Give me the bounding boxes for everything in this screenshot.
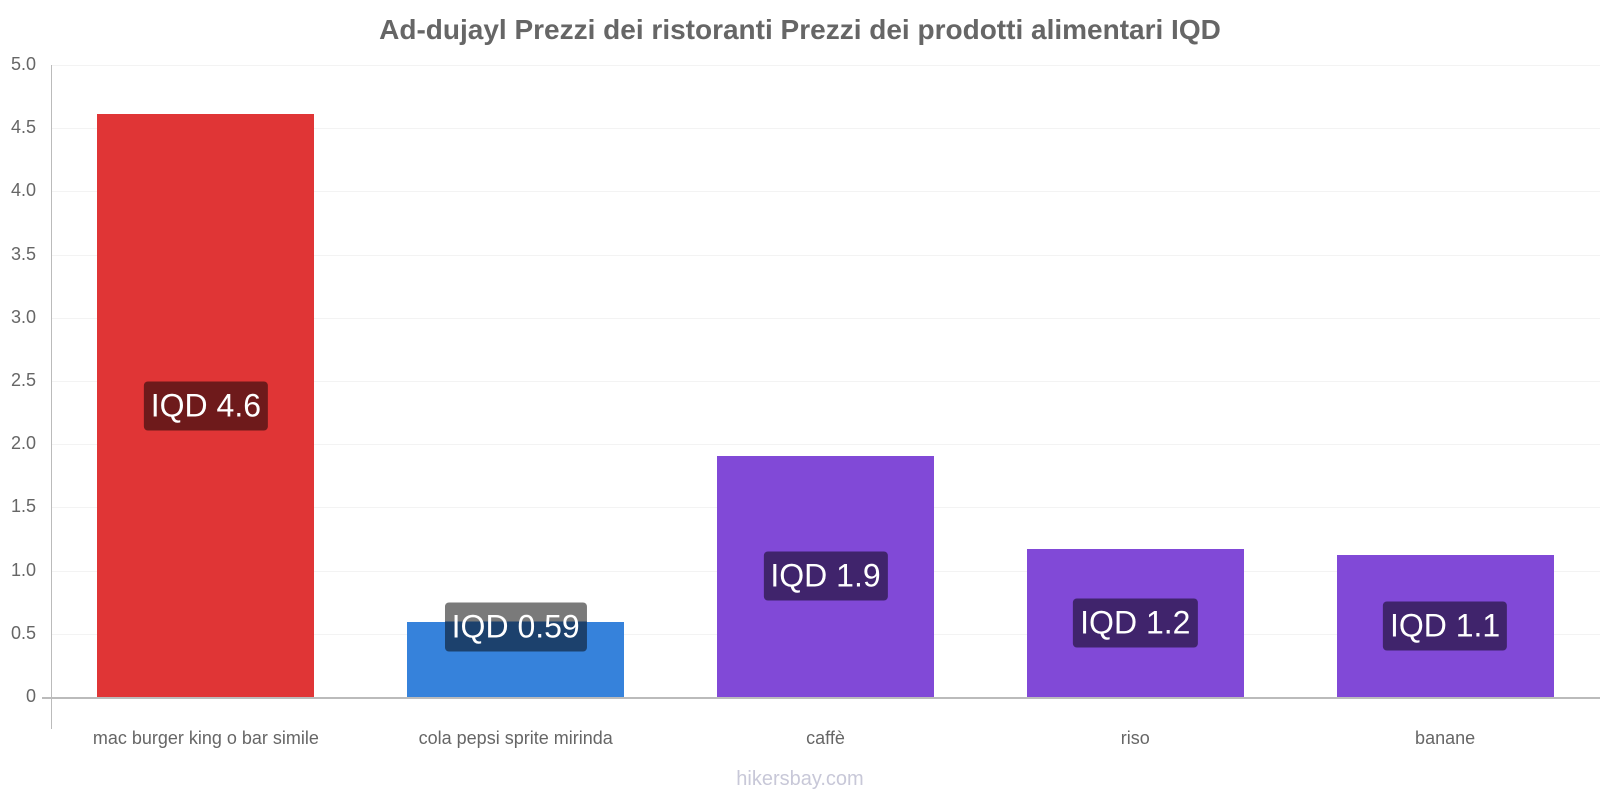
y-tick-label: 5.0 [10, 54, 36, 74]
y-tick-label: 0.5 [10, 622, 36, 643]
y-tick-label: 3.5 [10, 243, 36, 264]
gridline [51, 444, 1600, 446]
y-tick-label: 0 [25, 686, 36, 706]
y-tick-label: 2.5 [10, 370, 36, 390]
y-tick-label: 1.5 [10, 496, 36, 517]
y-tick-label: 4.5 [10, 117, 36, 138]
bar-value-label: IQD 1.1 [1382, 601, 1508, 651]
bar-value-label: IQD 1.9 [763, 551, 888, 601]
x-tick-label: caffè [806, 728, 845, 748]
y-tick-label: 3.0 [10, 306, 36, 327]
watermark: hikersbay.com [736, 768, 864, 790]
bar-value-label: IQD 1.2 [1073, 598, 1198, 648]
gridline [51, 381, 1600, 382]
gridline [51, 191, 1600, 193]
plot-area: IQD 4.6 IQD 0.59 IQD 1.9 IQD 1.2 IQD 1.1 [51, 65, 1600, 697]
y-tick-label: 4.0 [10, 180, 36, 201]
bar[interactable]: IQD 0.59 [407, 602, 625, 697]
chart-title: Ad-dujayl Prezzi dei ristoranti Prezzi d… [379, 14, 1221, 45]
y-tick-label: 2.0 [10, 433, 36, 454]
bar[interactable]: IQD 4.6 [97, 114, 315, 697]
bar[interactable]: IQD 1.2 [1026, 549, 1244, 697]
gridline [51, 317, 1600, 319]
gridline [51, 65, 1600, 66]
bar[interactable]: IQD 1.9 [717, 455, 934, 697]
x-tick-label: riso [1120, 728, 1150, 748]
gridline [51, 128, 1600, 130]
y-axis-line [51, 65, 52, 729]
x-tick-label: mac burger king o bar simile [92, 728, 319, 748]
x-tick-label: banane [1415, 728, 1476, 748]
x-axis-line [42, 697, 1600, 699]
gridline [51, 254, 1600, 256]
bar-value-label: IQD 4.6 [143, 381, 269, 431]
x-tick-label: cola pepsi sprite mirinda [418, 728, 613, 748]
bar-value-label: IQD 0.59 [444, 602, 587, 652]
bar[interactable]: IQD 1.1 [1336, 555, 1554, 697]
y-tick-label: 1.0 [10, 559, 36, 580]
